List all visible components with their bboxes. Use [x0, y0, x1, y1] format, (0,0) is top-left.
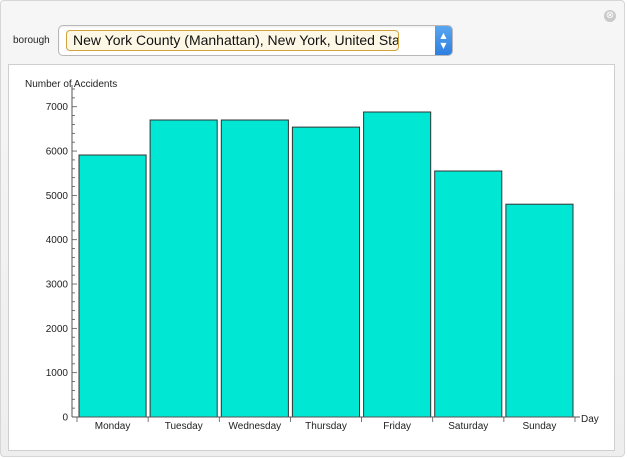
y-tick-label: 1000: [46, 368, 69, 379]
y-tick-label: 6000: [46, 147, 69, 158]
bar-friday: [363, 111, 432, 418]
y-tick-label: 4000: [46, 235, 69, 246]
x-tick-label-thursday: Thursday: [305, 421, 347, 432]
x-tick-label-saturday: Saturday: [448, 421, 488, 432]
y-tick-label: 5000: [46, 191, 69, 202]
y-tick-label: 7000: [46, 102, 69, 113]
bar-thursday: [291, 126, 360, 418]
y-axis-title: Number of Accidents: [25, 79, 117, 90]
bar-sunday: [505, 203, 574, 418]
chevron-up-icon: ▲: [440, 30, 447, 40]
x-axis-title: Day: [581, 414, 599, 425]
select-arrows-icon[interactable]: ▲ ▼: [435, 26, 452, 55]
x-tick-label-friday: Friday: [383, 421, 411, 432]
x-tick-label-monday: Monday: [95, 421, 131, 432]
bar-monday: [78, 154, 147, 418]
bar-wednesday: [220, 119, 289, 418]
x-tick-label-tuesday: Tuesday: [165, 421, 203, 432]
x-tick-label-wednesday: Wednesday: [229, 421, 282, 432]
y-tick-label: 0: [62, 413, 68, 424]
borough-label: borough: [13, 35, 50, 46]
bar-saturday: [434, 170, 503, 418]
y-tick-label: 3000: [46, 280, 69, 291]
x-tick-label-sunday: Sunday: [522, 421, 556, 432]
y-tick-label: 2000: [46, 324, 69, 335]
borough-selected-value[interactable]: New York County (Manhattan), New York, U…: [66, 30, 399, 51]
chevron-down-icon: ▼: [440, 40, 447, 50]
bar-tuesday: [149, 119, 218, 418]
borough-select[interactable]: New York County (Manhattan), New York, U…: [58, 25, 453, 56]
close-icon[interactable]: ⊗: [604, 10, 616, 22]
